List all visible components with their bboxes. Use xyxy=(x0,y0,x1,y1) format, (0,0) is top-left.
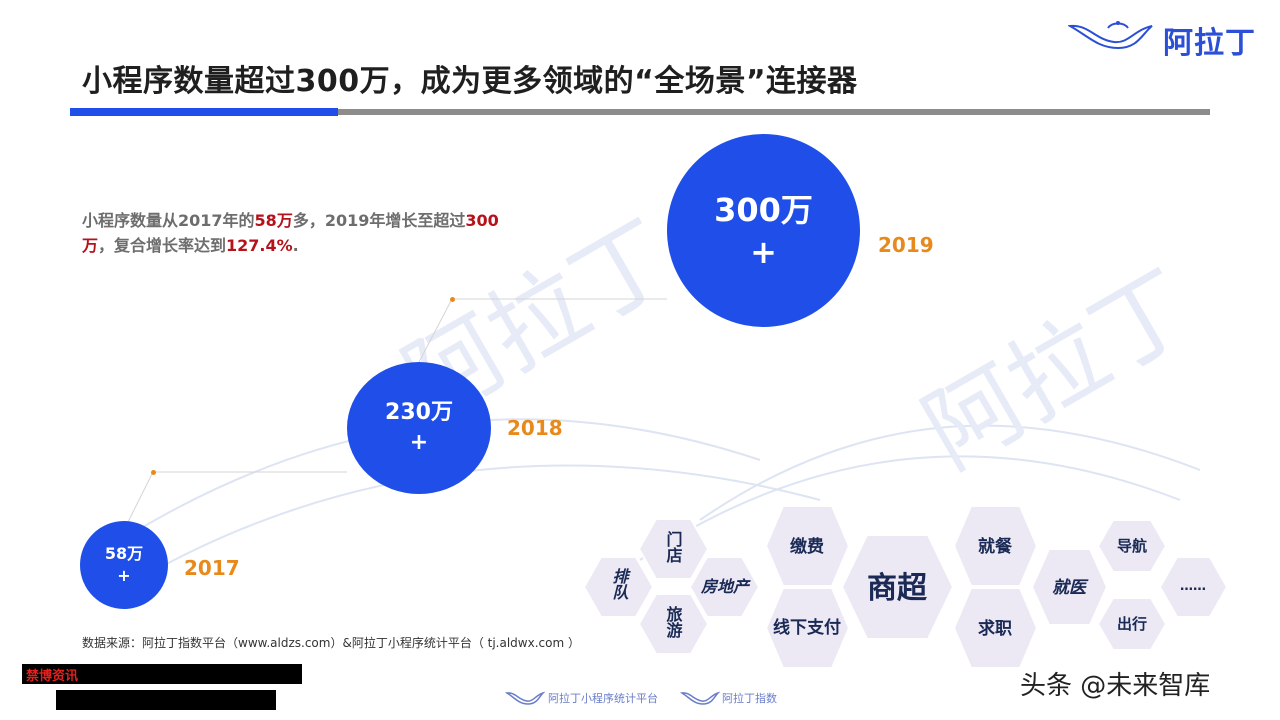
scenario-label: 商超 xyxy=(867,571,928,606)
milestone-circle-2019: 300万 + xyxy=(667,134,860,327)
year-label-2018: 2018 xyxy=(507,416,563,440)
hexagon xyxy=(582,556,655,618)
milestone-plus: + xyxy=(409,430,429,455)
scenario-label: 门店 xyxy=(664,530,683,564)
hexagon xyxy=(764,587,851,669)
hexagon xyxy=(840,534,955,640)
hexagon xyxy=(952,505,1039,587)
year-label-2017: 2017 xyxy=(184,556,240,580)
brand-logo-text: 阿拉丁 xyxy=(1163,26,1256,61)
milestone-value: 58万 xyxy=(104,544,144,563)
connector-dot xyxy=(151,470,156,475)
scenario-hexagon-cluster: 排队 门店 旅游 房地产 缴费 线下支付 商超 就餐 求职 就医 导航 出行 …… xyxy=(582,505,1229,669)
footer-logo-stats: 阿拉丁小程序统计平台 xyxy=(548,692,658,705)
hexagon xyxy=(952,587,1039,669)
connector-dot xyxy=(450,297,455,302)
title-underline xyxy=(338,109,1210,115)
summary-part3: ，复合增长率达到 xyxy=(98,236,227,255)
scenario-label: 就餐 xyxy=(978,536,1013,557)
redacted-label: 禁博资讯 xyxy=(26,669,79,684)
summary-part1: 小程序数量从2017年的 xyxy=(82,211,255,230)
title-underline-accent xyxy=(70,108,338,116)
summary-highlight-cagr: 127.4% xyxy=(226,236,293,255)
summary-part4: . xyxy=(292,236,299,255)
footer-logo-index: 阿拉丁指数 xyxy=(722,692,777,705)
scenario-label: 线下支付 xyxy=(773,617,841,638)
page-title: 小程序数量超过300万，成为更多领域的“全场景”连接器 xyxy=(82,64,858,99)
lamp-logo-icon xyxy=(505,691,545,705)
lamp-logo-icon xyxy=(680,691,720,705)
summary-highlight-2017: 58万 xyxy=(254,211,293,230)
hexagon xyxy=(688,556,761,618)
milestone-circle-2018: 230万 + xyxy=(347,362,491,494)
scenario-label: 排队 xyxy=(610,568,629,600)
toutiao-watermark: 头条 @未来智库 xyxy=(1020,671,1211,701)
summary-part2: 多，2019年增长至超过 xyxy=(292,211,466,230)
scenario-label: 出行 xyxy=(1117,615,1147,633)
hexagon xyxy=(1096,519,1168,573)
summary-highlight-2019: 300万 xyxy=(82,211,499,255)
hexagon xyxy=(1030,548,1109,626)
milestone-plus: + xyxy=(750,232,777,271)
hexagon xyxy=(764,505,851,587)
hexagon xyxy=(1158,556,1229,618)
summary-text: 小程序数量从2017年的58万多，2019年增长至超过300万，复合增长率达到1… xyxy=(82,208,502,258)
redacted-block xyxy=(56,690,276,710)
hexagon xyxy=(637,593,710,655)
scenario-label: …… xyxy=(1180,579,1206,594)
scenario-label: 旅游 xyxy=(664,605,683,639)
hexagon xyxy=(1096,597,1168,651)
scenario-label: 就医 xyxy=(1052,578,1089,598)
milestone-circle-2017: 58万 + xyxy=(80,521,168,609)
redacted-block xyxy=(22,664,302,684)
scenario-label: 缴费 xyxy=(790,536,824,557)
lamp-logo-icon xyxy=(1068,21,1153,50)
milestone-plus: + xyxy=(117,566,131,585)
data-source-note: 数据来源：阿拉丁指数平台（www.aldzs.com）&阿拉丁小程序统计平台（ … xyxy=(82,636,580,650)
year-label-2019: 2019 xyxy=(878,233,934,257)
milestone-value: 300万 xyxy=(714,190,813,229)
milestone-value: 230万 xyxy=(385,400,453,425)
scenario-label: 房地产 xyxy=(700,577,751,596)
hexagon xyxy=(637,518,710,580)
scenario-label: 导航 xyxy=(1117,537,1147,555)
scenario-label: 求职 xyxy=(978,618,1012,639)
